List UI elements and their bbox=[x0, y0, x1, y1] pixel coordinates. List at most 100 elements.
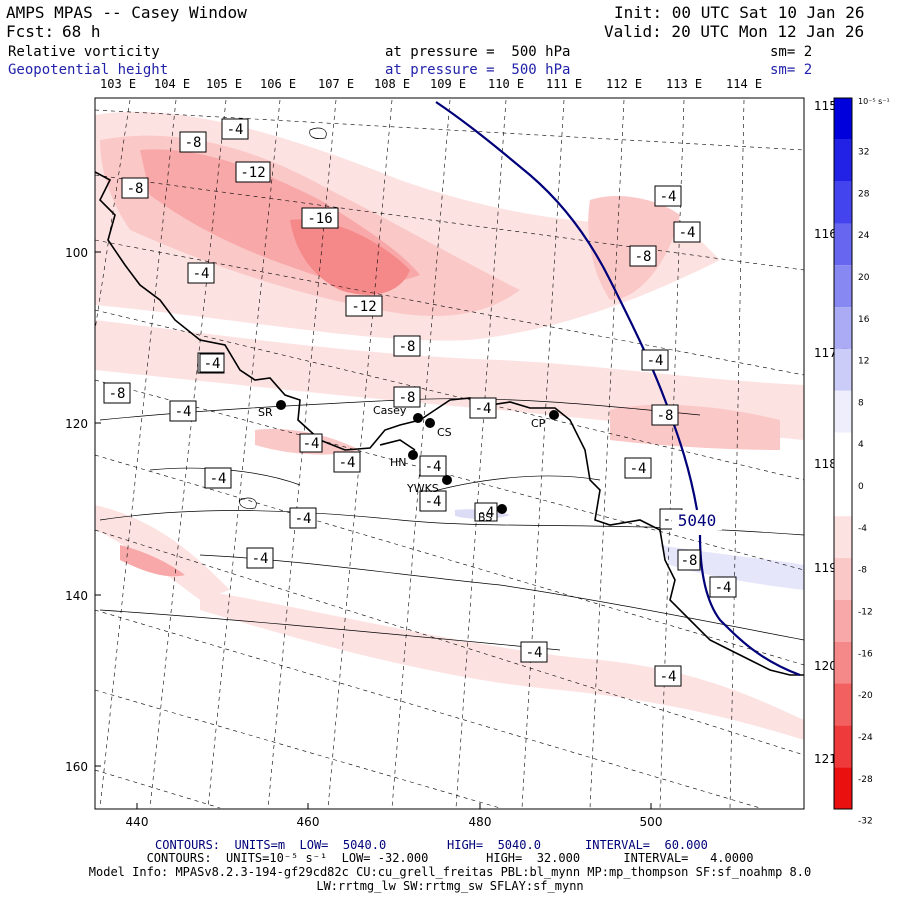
lon-label: 103 E bbox=[100, 77, 137, 91]
contour-label: -4 bbox=[419, 455, 447, 477]
stations: SR Casey CS HN YWKS BS CP bbox=[258, 400, 559, 524]
contour-label: -8 bbox=[393, 335, 421, 357]
svg-text:-8: -8 bbox=[657, 408, 674, 424]
svg-text:-8: -8 bbox=[127, 181, 144, 197]
svg-text:-4: -4 bbox=[647, 353, 664, 369]
contour-label-layer: -4 -8 -12 -16 -12 -8 -8 -4 -4 -8 -4 -4 -… bbox=[0, 0, 737, 687]
svg-text:-8: -8 bbox=[635, 249, 652, 265]
contour-label: -4 bbox=[246, 547, 274, 569]
fcst-value: 68 h bbox=[62, 22, 101, 41]
colorbar-segment bbox=[834, 390, 852, 433]
station-casey[interactable]: Casey bbox=[373, 404, 423, 423]
y-tick-label: 120 bbox=[65, 417, 88, 431]
contour-label: -4 bbox=[0, 0, 17, 4]
plot-frame bbox=[94, 97, 805, 810]
colorbar-segment bbox=[834, 265, 852, 308]
station-bs[interactable]: BS bbox=[478, 504, 507, 524]
colorbar-tick-label: 0 bbox=[858, 482, 864, 492]
svg-text:-8: -8 bbox=[399, 390, 416, 406]
colorbar-segment bbox=[834, 139, 852, 182]
colorbar-tick-label: 20 bbox=[858, 273, 870, 283]
contour-label: -8 bbox=[393, 386, 421, 408]
contour-label: -4 bbox=[204, 467, 232, 489]
contour-label: -4 bbox=[169, 400, 197, 422]
colorbar-frame bbox=[833, 97, 853, 810]
colorbar-segment bbox=[834, 641, 852, 684]
y-tick-label: 140 bbox=[65, 589, 88, 603]
lon-label: 106 E bbox=[260, 77, 297, 91]
svg-text:HN: HN bbox=[390, 456, 407, 469]
graticule bbox=[95, 99, 804, 809]
contour-label: -4 bbox=[187, 262, 215, 284]
colorbar-tick-label: -4 bbox=[858, 524, 867, 534]
svg-text:-12: -12 bbox=[351, 299, 376, 315]
axis-ticks bbox=[95, 251, 652, 809]
svg-text:-4: -4 bbox=[227, 122, 244, 138]
colorbar-tick-label: -16 bbox=[858, 649, 873, 659]
contour-label: -8 bbox=[0, 0, 17, 4]
y-tick-label: 100 bbox=[65, 246, 88, 260]
lon-label: 113 E bbox=[666, 77, 703, 91]
colorbar-segment bbox=[834, 683, 852, 726]
field2-pressure: at pressure = 500 hPa bbox=[385, 62, 571, 78]
svg-text:-8: -8 bbox=[109, 386, 126, 402]
colorbar-segment bbox=[834, 223, 852, 266]
contour-label: -4 bbox=[654, 665, 682, 687]
svg-text:-16: -16 bbox=[307, 211, 332, 227]
colorbar-tick-label: 32 bbox=[858, 147, 869, 157]
colorbar-unit: 10⁻⁵ s⁻¹ bbox=[858, 97, 890, 106]
contour-label: -4 bbox=[709, 576, 737, 598]
lon-label: 111 E bbox=[546, 77, 583, 91]
station-cp[interactable]: CP bbox=[531, 410, 559, 430]
svg-text:-4: -4 bbox=[660, 189, 677, 205]
field1-pressure: at pressure = 500 hPa bbox=[385, 44, 571, 60]
init-time: Init: 00 UTC Sat 10 Jan 26 bbox=[614, 3, 865, 22]
svg-text:CS: CS bbox=[437, 426, 452, 439]
station-sr[interactable]: SR bbox=[258, 400, 286, 419]
station-hn[interactable]: HN bbox=[390, 450, 418, 469]
x-tick-label: 480 bbox=[469, 815, 492, 829]
svg-text:YWKS: YWKS bbox=[406, 482, 439, 495]
field2-name: Geopotential height bbox=[8, 62, 169, 78]
contour-label: -8 bbox=[651, 404, 679, 426]
footer-vort-contours: CONTOURS: UNITS=10⁻⁵ s⁻¹ LOW= -32.000 HI… bbox=[146, 851, 754, 865]
svg-text:-4: -4 bbox=[425, 459, 442, 475]
contour-label: -8 bbox=[103, 382, 131, 404]
svg-text:-4: -4 bbox=[475, 401, 492, 417]
footer-height-interval: INTERVAL= 60.000 bbox=[585, 838, 708, 852]
y-tick-label: 160 bbox=[65, 760, 88, 774]
colorbar-segment bbox=[834, 348, 852, 391]
svg-text:-4: -4 bbox=[715, 580, 732, 596]
contour-label: -8 bbox=[677, 549, 701, 571]
svg-text:-4: -4 bbox=[660, 669, 677, 685]
colorbar-tick-label: 4 bbox=[858, 440, 864, 450]
svg-text:-4: -4 bbox=[478, 505, 495, 521]
svg-text:-4: -4 bbox=[193, 266, 210, 282]
lon-label: 112 E bbox=[606, 77, 643, 91]
footer-physics: LW:rrtmg_lw SW:rrtmg_sw SFLAY:sf_mynn bbox=[316, 879, 584, 893]
colorbar-segment bbox=[834, 98, 852, 140]
height-contour-5040 bbox=[435, 101, 801, 677]
field2-sm: sm= 2 bbox=[770, 62, 813, 78]
station-ywks[interactable]: YWKS bbox=[406, 475, 452, 495]
contour-label: -4 bbox=[624, 457, 652, 479]
colorbar-segment bbox=[834, 307, 852, 349]
svg-text:-8: -8 bbox=[399, 339, 416, 355]
contour-label: -8 bbox=[179, 131, 207, 153]
footer-height-contours: CONTOURS: UNITS=m LOW= 5040.0 bbox=[155, 838, 387, 852]
station-cs[interactable]: CS bbox=[425, 418, 452, 439]
footer-model-info: Model Info: MPASv8.2.3-194-gf29cd82c CU:… bbox=[88, 865, 812, 879]
colorbar-segment bbox=[834, 181, 852, 224]
fcst-label: Fcst: bbox=[6, 22, 55, 41]
colorbar-segment bbox=[834, 599, 852, 642]
colorbar-tick-label: 24 bbox=[858, 231, 870, 241]
contour-label: -4 bbox=[289, 507, 317, 529]
height-contour-label: 5040 bbox=[672, 510, 722, 530]
svg-text:-4: -4 bbox=[339, 455, 356, 471]
contour-label: -8 bbox=[629, 245, 657, 267]
svg-text:-4: -4 bbox=[175, 404, 192, 420]
colorbar-segment bbox=[834, 558, 852, 600]
contour-label: -8 bbox=[121, 177, 149, 199]
contour-label: -4 bbox=[641, 349, 669, 371]
contour-label: -4 bbox=[469, 397, 497, 419]
